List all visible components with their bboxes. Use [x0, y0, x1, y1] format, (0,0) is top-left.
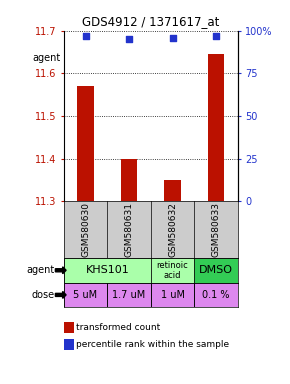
Title: GDS4912 / 1371617_at: GDS4912 / 1371617_at [82, 15, 220, 28]
Bar [64, 283, 107, 307]
Text: GSM580632: GSM580632 [168, 202, 177, 257]
Text: GSM580633: GSM580633 [211, 202, 221, 257]
Text: 1.7 uM: 1.7 uM [113, 290, 146, 300]
Text: agent: agent [27, 265, 55, 275]
Text: percentile rank within the sample: percentile rank within the sample [76, 340, 229, 349]
Point [83, 33, 88, 39]
Text: GSM580631: GSM580631 [124, 202, 134, 257]
Text: DMSO: DMSO [199, 265, 233, 275]
Bar [194, 283, 238, 307]
Bar [107, 283, 151, 307]
Bar [121, 159, 137, 201]
Bar [164, 180, 181, 201]
Text: transformed count: transformed count [76, 323, 160, 332]
Bar [151, 258, 194, 283]
Point [127, 36, 131, 42]
Text: dose: dose [32, 290, 55, 300]
Text: KHS101: KHS101 [86, 265, 129, 275]
Text: GSM580630: GSM580630 [81, 202, 90, 257]
Text: 1 uM: 1 uM [161, 290, 184, 300]
Bar [77, 86, 94, 201]
Point [170, 35, 175, 41]
Bar [208, 54, 224, 201]
Bar [151, 283, 194, 307]
Text: agent: agent [33, 53, 61, 63]
Bar [194, 258, 238, 283]
Text: 5 uM: 5 uM [73, 290, 98, 300]
Point [214, 33, 218, 39]
Bar [64, 258, 151, 283]
Text: 0.1 %: 0.1 % [202, 290, 230, 300]
Text: retinoic
acid: retinoic acid [157, 261, 189, 280]
